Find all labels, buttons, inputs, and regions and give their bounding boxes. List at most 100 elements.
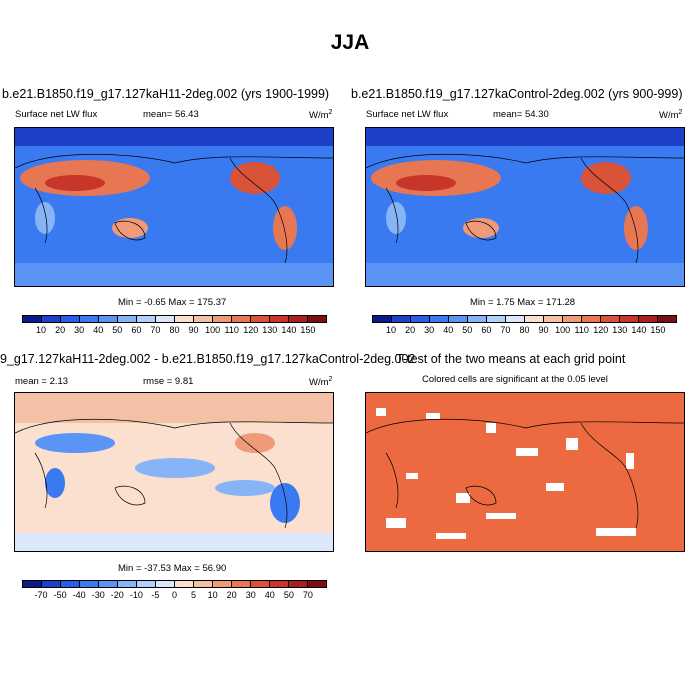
colorbar-swatch (42, 316, 61, 322)
colorbar-swatch (42, 581, 61, 587)
colorbar-swatch (430, 316, 449, 322)
colorbar-swatch (232, 581, 251, 587)
colorbar-swatch (156, 316, 175, 322)
colorbar-tick-label: 70 (500, 325, 511, 335)
colorbar-swatch (99, 581, 118, 587)
colorbar-swatch (373, 316, 392, 322)
panel1-variable: Surface net LW flux (15, 109, 98, 120)
panel4-title: T-test of the two means at each grid poi… (396, 352, 626, 366)
colorbar-swatch (80, 581, 99, 587)
colorbar-tick-label: -30 (91, 590, 105, 600)
colorbar-panel3 (22, 580, 327, 588)
panel3-mean: mean = 2.13 (15, 376, 69, 387)
colorbar-swatch (23, 581, 42, 587)
colorbar-tick-label: -70 (34, 590, 48, 600)
colorbar-swatch (251, 316, 270, 322)
panel2-minmax: Min = 1.75 Max = 171.28 (470, 297, 576, 308)
panel1-mean: mean= 56.43 (143, 109, 199, 120)
colorbar-swatch (118, 316, 137, 322)
colorbar-swatch (392, 316, 411, 322)
panel2-units: W/m2 (659, 109, 683, 122)
colorbar-swatch (213, 316, 232, 322)
colorbar-tick-label: 70 (302, 590, 313, 600)
colorbar-tick-label: 150 (650, 325, 666, 335)
colorbar-tick-label: 50 (112, 325, 123, 335)
panel1-units: W/m2 (309, 109, 333, 122)
colorbar-tick-label: 60 (131, 325, 142, 335)
colorbar-tick-label: 30 (245, 590, 256, 600)
colorbar-tick-label: 110 (574, 325, 589, 335)
panel3-title: 9_g17.127kaH11-2deg.002 - b.e21.B1850.f1… (0, 352, 416, 366)
colorbar-swatch (620, 316, 639, 322)
panel3-units: W/m2 (309, 376, 333, 389)
panel2-variable: Surface net LW flux (366, 109, 449, 120)
panel3-minmax: Min = -37.53 Max = 56.90 (118, 563, 227, 574)
panel4-subtitle: Colored cells are significant at the 0.0… (422, 374, 608, 385)
colorbar-tick-label: 50 (462, 325, 473, 335)
colorbar-swatch (308, 581, 326, 587)
colorbar-tick-label: 30 (424, 325, 435, 335)
panel2-title: b.e21.B1850.f19_g17.127kaControl-2deg.00… (351, 87, 683, 101)
colorbar-swatch (194, 581, 213, 587)
colorbar-swatch (563, 316, 582, 322)
colorbar-tick-label: 0 (171, 590, 178, 600)
colorbar-swatch (137, 316, 156, 322)
colorbar-tick-label: 130 (262, 325, 278, 335)
panel1-title: b.e21.B1850.f19_g17.127kaH11-2deg.002 (y… (2, 87, 330, 101)
colorbar-tick-label: 20 (405, 325, 416, 335)
colorbar-tick-label: 120 (243, 325, 259, 335)
colorbar-tick-label: -40 (72, 590, 86, 600)
colorbar-swatch (487, 316, 506, 322)
panel3-rmse: rmse = 9.81 (143, 376, 194, 387)
colorbar-tick-label: 140 (281, 325, 297, 335)
colorbar-tick-label: -5 (151, 590, 160, 600)
colorbar-swatch (525, 316, 544, 322)
colorbar-swatch (289, 581, 308, 587)
map-panel1 (14, 127, 334, 287)
colorbar-tick-label: 20 (55, 325, 66, 335)
colorbar-tick-label: 140 (631, 325, 647, 335)
colorbar-panel2 (372, 315, 677, 323)
colorbar-tick-label: 5 (191, 590, 197, 600)
colorbar-swatch (232, 316, 251, 322)
colorbar-swatch (639, 316, 658, 322)
colorbar-swatch (156, 581, 175, 587)
colorbar-panel1 (22, 315, 327, 323)
colorbar-swatch (213, 581, 232, 587)
colorbar-tick-label: 40 (93, 325, 104, 335)
colorbar-swatch (411, 316, 430, 322)
panel2-mean: mean= 54.30 (493, 109, 549, 120)
map-panel3-svg (15, 393, 333, 551)
colorbar-tick-label: 80 (519, 325, 530, 335)
colorbar-tick-label: 130 (612, 325, 628, 335)
colorbar-tick-label: 110 (224, 325, 239, 335)
colorbar-swatch (289, 316, 308, 322)
colorbar-swatch (175, 581, 194, 587)
panel1-minmax: Min = -0.65 Max = 175.37 (118, 297, 227, 308)
colorbar-swatch (658, 316, 676, 322)
colorbar-tick-label: -20 (110, 590, 124, 600)
colorbar-swatch (308, 316, 326, 322)
colorbar-tick-label: 10 (36, 325, 47, 335)
colorbar-swatch (506, 316, 525, 322)
colorbar-tick-label: 40 (264, 590, 275, 600)
colorbar-swatch (251, 581, 270, 587)
colorbar-tick-label: 150 (300, 325, 316, 335)
map-panel4-svg (366, 393, 684, 551)
map-panel3 (14, 392, 334, 552)
colorbar-tick-label: 40 (443, 325, 454, 335)
colorbar-swatch (468, 316, 487, 322)
page-title: JJA (330, 31, 370, 54)
colorbar-tick-label: 120 (593, 325, 609, 335)
colorbar-swatch (137, 581, 156, 587)
colorbar-tick-label: 10 (207, 590, 218, 600)
colorbar-tick-label: 90 (188, 325, 199, 335)
colorbar-tick-label: 80 (169, 325, 180, 335)
colorbar-swatch (118, 581, 137, 587)
colorbar-tick-label: 90 (538, 325, 549, 335)
colorbar-swatch (23, 316, 42, 322)
colorbar-swatch (99, 316, 118, 322)
colorbar-swatch (601, 316, 620, 322)
colorbar-tick-label: 100 (555, 325, 571, 335)
colorbar-swatch (61, 316, 80, 322)
